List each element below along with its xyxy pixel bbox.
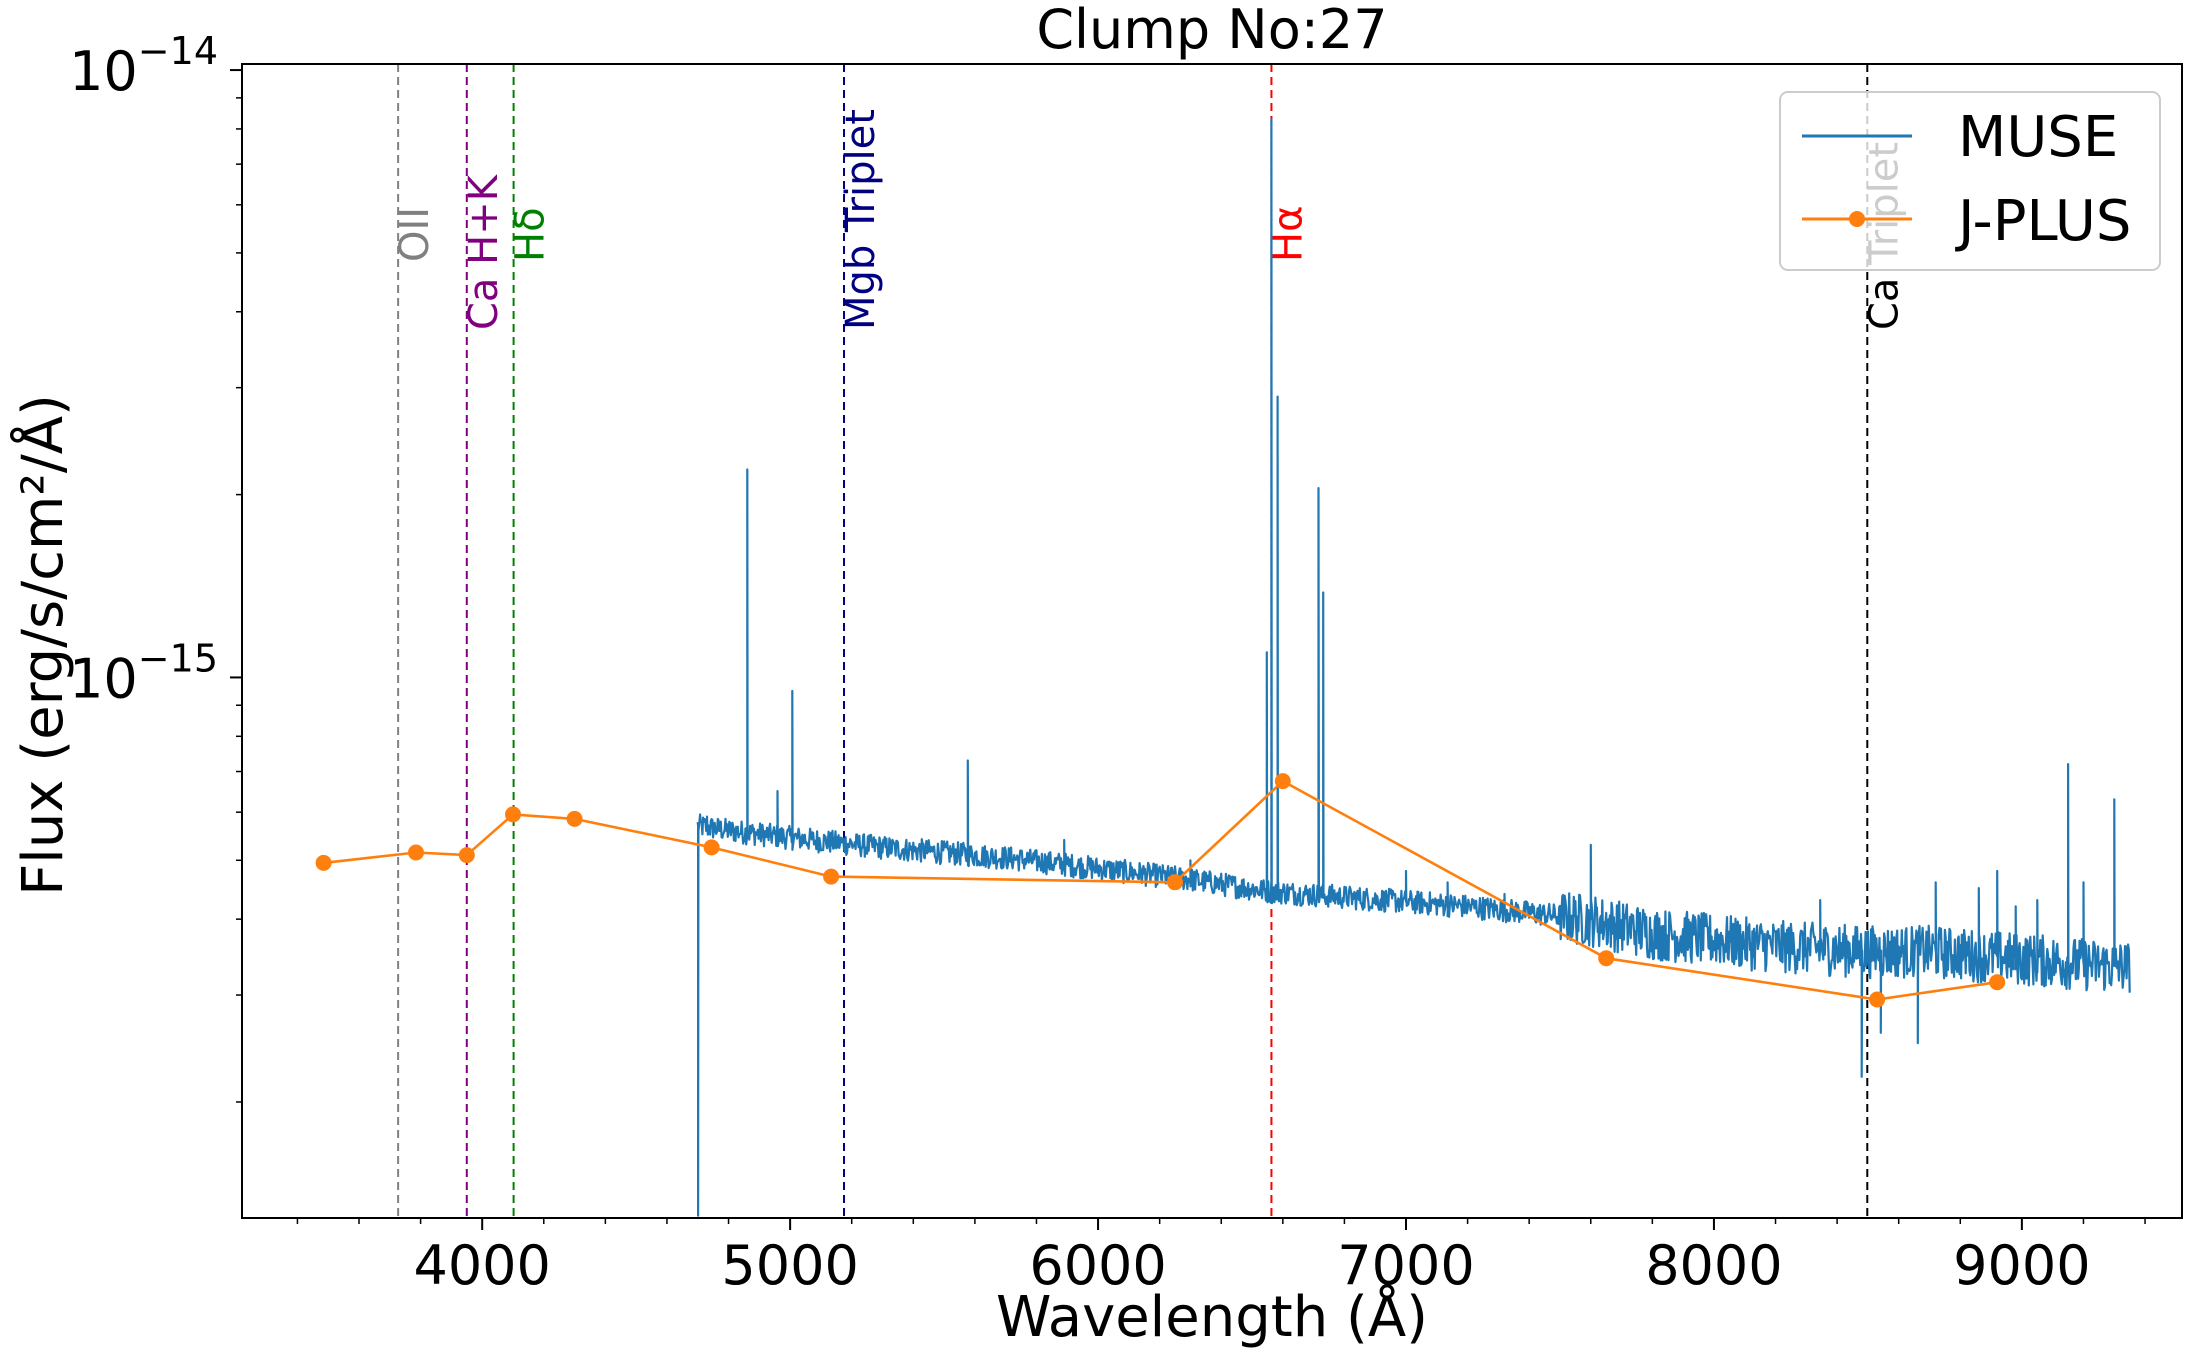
plot-frame [241, 63, 2183, 1219]
y-tick-label: 10−14 [69, 29, 218, 103]
chart-title: Clump No:27 [1036, 0, 1387, 61]
legend: MUSE J-PLUS [1779, 91, 2161, 271]
x-axis-ticks: 4000 5000 6000 7000 8000 9000 [296, 1218, 2146, 1297]
legend-jplus-label: J-PLUS [1955, 189, 2131, 254]
jplus-point [458, 847, 475, 864]
jplus-point [1274, 773, 1291, 790]
legend-jplus-marker [1849, 211, 1865, 227]
legend-muse-label: MUSE [1958, 105, 2118, 170]
jplus-line [323, 779, 1998, 1001]
y-tick-label: 10−15 [69, 636, 218, 710]
jplus-point [315, 854, 332, 871]
jplus-point [1869, 991, 1886, 1008]
muse-spectrum-line [696, 118, 2131, 1217]
jplus-point [703, 839, 720, 856]
x-tick-label: 6000 [1029, 1234, 1166, 1297]
jplus-point [1598, 950, 1615, 967]
x-tick-label: 7000 [1337, 1234, 1474, 1297]
jplus-point [823, 868, 840, 885]
jplus-point [408, 844, 424, 861]
x-tick-label: 4000 [413, 1234, 550, 1297]
line-marker-label: Hα [1265, 206, 1311, 262]
y-axis-ticks: 10−14 10−15 [69, 29, 242, 1103]
x-tick-label: 9000 [1953, 1234, 2090, 1297]
line-marker-label: OII [392, 207, 438, 262]
x-tick-label: 5000 [721, 1234, 858, 1297]
data-series [315, 118, 2131, 1217]
line-marker-label: Hδ [508, 207, 554, 262]
x-tick-label: 8000 [1645, 1234, 1782, 1297]
jplus-point [566, 810, 583, 827]
line-marker-label: Mgb Triplet [838, 109, 884, 330]
jplus-point [505, 806, 521, 823]
y-axis-label: Flux (erg/s/cm²/Å) [10, 394, 76, 896]
jplus-point [1989, 974, 2006, 991]
line-marker-label: Ca H+K [461, 173, 507, 330]
x-axis-label: Wavelength (Å) [996, 1284, 1428, 1350]
jplus-point [1167, 874, 1183, 891]
